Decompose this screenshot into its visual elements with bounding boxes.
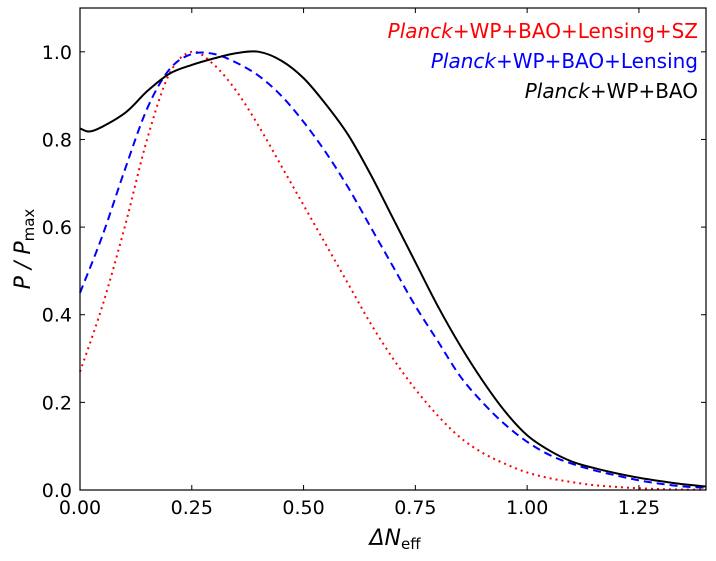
y-axis-label-sub: max (20, 209, 38, 242)
series-line-1 (79, 51, 707, 489)
legend-entry-italic: Planck (431, 49, 498, 73)
y-tick-label: 0.6 (42, 217, 72, 239)
x-axis-label: ΔNeff (367, 526, 421, 553)
x-tick-label: 0.75 (394, 497, 436, 519)
x-tick-label: 0.50 (282, 497, 324, 519)
y-tick-label: 0.2 (42, 392, 72, 414)
x-axis-label-sub: eff (401, 535, 421, 553)
ticks-layer: 0.00 0.25 0.50 0.75 1.00 1.25 0.0 0.2 0.4 0.6 0.8 1… (42, 8, 706, 519)
legend-entry-1: Planck+WP+BAO+Lensing (431, 49, 698, 73)
legend-entry-italic: Planck (388, 19, 455, 43)
x-tick-label: 0.00 (59, 497, 101, 519)
x-tick-label: 1.25 (618, 497, 660, 519)
y-axis-label: P / Pmax (11, 209, 38, 290)
x-tick-label: 0.25 (171, 497, 213, 519)
x-axis-label-main: ΔN (367, 526, 401, 551)
y-tick-label: 0.4 (42, 305, 72, 327)
series-line-0 (79, 50, 707, 491)
series-line-2 (79, 50, 707, 488)
plot-frame (79, 7, 707, 491)
y-axis-label-main: P / P (11, 241, 36, 290)
y-tick-label: 0.0 (42, 480, 72, 502)
legend-entry-italic: Planck (525, 79, 592, 103)
legend-entry-rest: +WP+BAO+Lensing (496, 49, 698, 73)
x-tick-label: 1.00 (506, 497, 548, 519)
legend: Planck+WP+BAO+Lensing+SZPlanck+WP+BAO+Le… (388, 19, 698, 103)
legend-entry-2: Planck+WP+BAO (525, 79, 698, 103)
series-layer (79, 50, 707, 491)
legend-entry-0: Planck+WP+BAO+Lensing+SZ (388, 19, 698, 43)
legend-entry-rest: +WP+BAO+Lensing+SZ (453, 19, 698, 43)
legend-entry-rest: +WP+BAO (590, 79, 698, 103)
y-tick-label: 0.8 (42, 129, 72, 151)
y-tick-label: 1.0 (42, 42, 72, 64)
